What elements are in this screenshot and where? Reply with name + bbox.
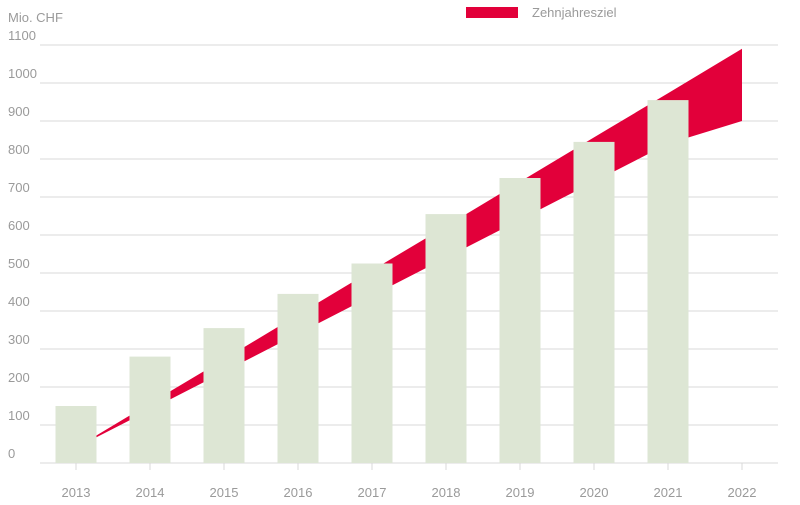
x-tick-label: 2014 — [136, 485, 165, 500]
y-axis-ticks: 0 100 200 300 400 500 600 700 800 900 1000 1100 — [8, 28, 37, 461]
bars — [55, 100, 689, 463]
target-band-layer — [76, 48, 742, 448]
bar-2016 — [277, 293, 319, 463]
legend-swatch — [466, 7, 518, 18]
y-tick-label: 0 — [8, 446, 15, 461]
x-tick-label: 2019 — [506, 485, 535, 500]
y-tick-label: 1000 — [8, 66, 37, 81]
bar-2020 — [573, 141, 615, 463]
bar-2018 — [425, 214, 467, 463]
y-tick-label: 500 — [8, 256, 30, 271]
x-tick-label: 2020 — [580, 485, 609, 500]
x-tick-label: 2015 — [210, 485, 239, 500]
target-band — [76, 48, 742, 448]
y-tick-label: 1100 — [8, 28, 36, 43]
x-tick-label: 2022 — [728, 485, 757, 500]
y-tick-label: 900 — [8, 104, 30, 119]
legend: Zehnjahresziel — [466, 5, 617, 20]
y-tick-label: 300 — [8, 332, 30, 347]
y-tick-label: 700 — [8, 180, 30, 195]
y-unit-label: Mio. CHF — [8, 10, 63, 25]
bar-2013 — [55, 406, 97, 463]
x-tick-label: 2018 — [432, 485, 461, 500]
bar-2019 — [499, 178, 541, 463]
y-tick-label: 200 — [8, 370, 30, 385]
y-tick-label: 400 — [8, 294, 30, 309]
bar-2015 — [203, 328, 245, 463]
legend-label: Zehnjahresziel — [532, 5, 617, 20]
x-tick-label: 2021 — [654, 485, 683, 500]
x-tick-label: 2016 — [284, 485, 313, 500]
x-tick-label: 2013 — [62, 485, 91, 500]
y-tick-label: 800 — [8, 142, 30, 157]
bar-2014 — [129, 356, 171, 463]
bar-2017 — [351, 263, 393, 463]
x-tick-label: 2017 — [358, 485, 387, 500]
x-axis-ticks: 2013 2014 2015 2016 2017 2018 2019 2020 2021 2022 — [62, 463, 757, 500]
y-tick-label: 100 — [8, 408, 30, 423]
y-tick-label: 600 — [8, 218, 30, 233]
bar-2021 — [647, 100, 689, 463]
